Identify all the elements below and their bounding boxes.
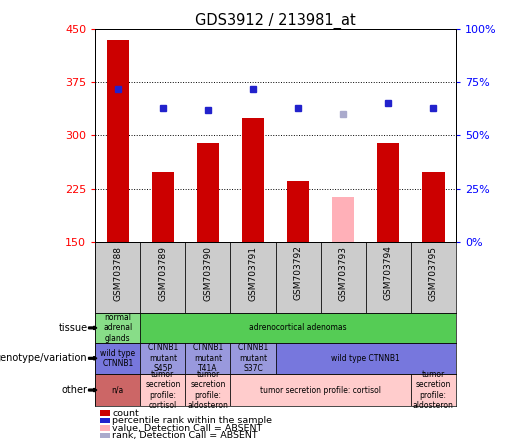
Bar xyxy=(410,242,456,313)
Text: wild type CTNNB1: wild type CTNNB1 xyxy=(331,354,400,363)
Text: tumor
secretion
profile:
cortisol: tumor secretion profile: cortisol xyxy=(145,370,181,410)
Text: normal
adrenal
glands: normal adrenal glands xyxy=(103,313,132,343)
Bar xyxy=(231,343,276,374)
Bar xyxy=(242,118,264,242)
Bar xyxy=(140,313,456,343)
Bar xyxy=(95,343,140,374)
Bar xyxy=(231,242,276,313)
Text: GSM703794: GSM703794 xyxy=(384,246,392,301)
Text: CTNNB1
mutant
S45P: CTNNB1 mutant S45P xyxy=(147,343,179,373)
Bar xyxy=(95,242,140,313)
Bar xyxy=(422,172,444,242)
Bar xyxy=(377,143,400,242)
Text: genotype/variation: genotype/variation xyxy=(0,353,88,363)
Text: tumor
secretion
profile:
aldosteron: tumor secretion profile: aldosteron xyxy=(187,370,228,410)
Text: count: count xyxy=(112,408,139,417)
Text: other: other xyxy=(62,385,88,395)
Bar xyxy=(140,343,185,374)
Text: CTNNB1
mutant
T41A: CTNNB1 mutant T41A xyxy=(192,343,224,373)
Bar xyxy=(185,343,231,374)
Text: rank, Detection Call = ABSENT: rank, Detection Call = ABSENT xyxy=(112,431,258,440)
Bar xyxy=(185,242,231,313)
Text: GSM703789: GSM703789 xyxy=(159,246,167,301)
Text: GSM703791: GSM703791 xyxy=(249,246,258,301)
Bar xyxy=(231,374,410,406)
Text: n/a: n/a xyxy=(112,385,124,395)
Text: CTNNB1
mutant
S37C: CTNNB1 mutant S37C xyxy=(237,343,269,373)
Text: adrenocortical adenomas: adrenocortical adenomas xyxy=(249,323,347,333)
Bar xyxy=(366,242,410,313)
Bar xyxy=(185,374,231,406)
Text: GSM703793: GSM703793 xyxy=(339,246,348,301)
Text: tumor secretion profile: cortisol: tumor secretion profile: cortisol xyxy=(260,385,381,395)
Bar xyxy=(95,313,140,343)
Bar xyxy=(107,40,129,242)
Bar xyxy=(276,242,320,313)
Title: GDS3912 / 213981_at: GDS3912 / 213981_at xyxy=(195,13,356,29)
Bar xyxy=(140,374,185,406)
Bar xyxy=(151,172,174,242)
Bar xyxy=(197,143,219,242)
Bar xyxy=(410,374,456,406)
Text: GSM703795: GSM703795 xyxy=(429,246,438,301)
Bar xyxy=(95,374,140,406)
Bar xyxy=(287,181,310,242)
Text: percentile rank within the sample: percentile rank within the sample xyxy=(112,416,272,425)
Bar xyxy=(140,242,185,313)
Bar xyxy=(332,197,354,242)
Text: tumor
secretion
profile:
aldosteron: tumor secretion profile: aldosteron xyxy=(413,370,454,410)
Text: GSM703790: GSM703790 xyxy=(203,246,212,301)
Text: GSM703788: GSM703788 xyxy=(113,246,122,301)
Bar xyxy=(320,242,366,313)
Text: GSM703792: GSM703792 xyxy=(294,246,302,301)
Text: value, Detection Call = ABSENT: value, Detection Call = ABSENT xyxy=(112,424,263,432)
Bar xyxy=(276,343,456,374)
Text: tissue: tissue xyxy=(58,323,88,333)
Text: wild type
CTNNB1: wild type CTNNB1 xyxy=(100,349,135,368)
